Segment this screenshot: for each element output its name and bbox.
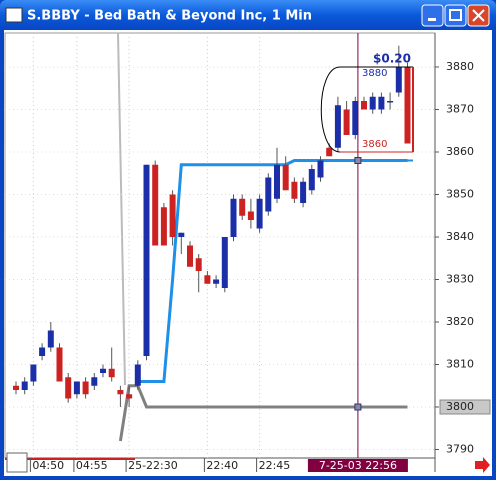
crosshair-node bbox=[354, 157, 362, 164]
candle-body bbox=[291, 181, 298, 199]
crosshair-time-label: 7-25-03 22:56 bbox=[319, 459, 397, 472]
candle-body bbox=[195, 258, 202, 271]
candle-body bbox=[343, 109, 350, 135]
crosshair-time-box bbox=[307, 459, 408, 472]
x-tick-label: 25-22:30 bbox=[128, 459, 178, 472]
candle-body bbox=[160, 207, 167, 246]
candle-body bbox=[65, 377, 72, 399]
y-tick-label: 3840 bbox=[446, 230, 474, 243]
candle-body bbox=[39, 347, 46, 356]
y-tick-label: 3830 bbox=[446, 273, 474, 286]
price-marker bbox=[439, 399, 491, 415]
candle-body bbox=[256, 198, 263, 229]
candle-body bbox=[221, 237, 228, 288]
candle-body bbox=[378, 96, 385, 110]
window-title: S.BBBY - Bed Bath & Beyond Inc, 1 Min bbox=[27, 9, 312, 24]
candle-body bbox=[239, 198, 246, 216]
y-tick-label: 3820 bbox=[446, 315, 474, 328]
candle-body bbox=[300, 181, 307, 203]
candle-body bbox=[13, 385, 19, 390]
candle-body bbox=[21, 381, 28, 390]
candle-body bbox=[91, 377, 98, 386]
y-tick-label: 3850 bbox=[446, 188, 474, 201]
candle-body bbox=[134, 364, 141, 386]
session-line bbox=[117, 32, 126, 386]
y-tick-label: 3800 bbox=[446, 400, 474, 413]
candle-body bbox=[56, 347, 63, 382]
candle-body bbox=[317, 160, 324, 178]
corner-box[interactable] bbox=[6, 452, 28, 473]
candle-body bbox=[352, 101, 359, 135]
candle-body bbox=[126, 394, 133, 399]
candle-body bbox=[282, 164, 289, 191]
candle-body bbox=[230, 198, 237, 237]
close-icon bbox=[472, 9, 485, 22]
maximize-icon bbox=[449, 9, 462, 21]
candle-body bbox=[334, 105, 341, 148]
minimize-button[interactable] bbox=[421, 4, 444, 27]
candle-body bbox=[169, 194, 176, 237]
candle-body bbox=[265, 177, 272, 212]
candle-body bbox=[326, 147, 333, 157]
crosshair-node bbox=[354, 403, 362, 411]
candle-body bbox=[143, 164, 150, 356]
x-tick-label: 22:40 bbox=[206, 459, 238, 472]
candle-body bbox=[152, 164, 159, 246]
candle-body bbox=[108, 368, 115, 378]
app-icon[interactable] bbox=[5, 7, 23, 23]
candle-body bbox=[369, 96, 376, 110]
candle-body bbox=[404, 67, 411, 144]
x-tick-label: 22:45 bbox=[259, 459, 291, 472]
candle-body bbox=[204, 275, 211, 284]
candle-body bbox=[178, 232, 185, 237]
candle-body bbox=[117, 390, 124, 395]
candle-body bbox=[387, 101, 394, 103]
x-tick-label: 04:55 bbox=[76, 459, 108, 472]
measure-top-label: 3880 bbox=[362, 68, 387, 79]
candle-body bbox=[100, 368, 106, 373]
y-tick-label: 3810 bbox=[446, 358, 474, 371]
candle-body bbox=[82, 381, 89, 395]
y-tick-label: 3880 bbox=[446, 60, 474, 73]
x-tick-label: 04:50 bbox=[32, 459, 64, 472]
y-tick-label: 3870 bbox=[446, 103, 474, 116]
candle-body bbox=[47, 330, 54, 348]
y-tick-label: 3790 bbox=[446, 443, 474, 456]
y-tick-label: 3860 bbox=[446, 145, 474, 158]
title-bar bbox=[0, 0, 496, 30]
candle-body bbox=[30, 364, 37, 382]
measure-bracket bbox=[320, 66, 413, 153]
scroll-arrow[interactable] bbox=[475, 457, 490, 473]
minimize-icon bbox=[428, 18, 436, 21]
candle-body bbox=[274, 164, 280, 199]
candle-body bbox=[213, 279, 220, 284]
candle-body bbox=[187, 245, 193, 267]
measure-label: $0.20 bbox=[373, 52, 411, 66]
candle-body bbox=[395, 67, 402, 93]
candle-body bbox=[247, 211, 254, 220]
candle-body bbox=[308, 169, 315, 191]
candle-body bbox=[361, 101, 367, 110]
measure-bottom-label: 3860 bbox=[362, 139, 387, 150]
candle-body bbox=[73, 381, 80, 395]
maximize-button[interactable] bbox=[444, 4, 467, 27]
